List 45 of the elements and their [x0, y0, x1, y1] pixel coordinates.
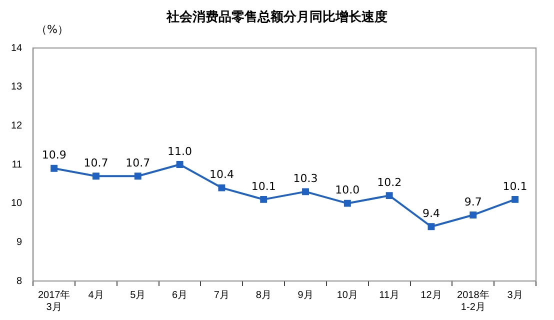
point	[134, 172, 142, 180]
point	[386, 192, 393, 200]
x-tick-label: 2018年 1-2月	[457, 288, 490, 313]
data-label: 10.3	[293, 172, 318, 186]
data-label: 10.2	[377, 176, 402, 189]
x-tick-label: 7月	[214, 290, 230, 301]
data-label: 9.7	[464, 195, 482, 208]
y-axis-title: （%）	[36, 22, 68, 37]
y-tick-label: 10	[11, 198, 23, 210]
point	[512, 196, 519, 203]
point	[470, 212, 477, 218]
x-tick-label: 5月	[130, 290, 146, 301]
y-tick-label: 12	[11, 120, 23, 132]
point	[302, 188, 309, 196]
y-tick-label: 14	[11, 42, 23, 54]
y-tick-label: 13	[11, 82, 23, 93]
data-label: 11.0	[168, 144, 192, 158]
data-label: 9.4	[422, 206, 440, 220]
x-tick-label: 6月	[172, 290, 188, 301]
point	[428, 223, 435, 230]
x-tick-label: 9月	[298, 290, 314, 301]
y-tick-label: 11	[12, 159, 23, 170]
x-tick-label: 12月	[420, 290, 442, 301]
data-label: 10.7	[84, 156, 108, 170]
point	[260, 196, 268, 203]
data-label: 10.7	[126, 156, 150, 170]
point	[92, 172, 100, 180]
data-label: 10.0	[335, 184, 360, 197]
x-tick-label: 2017年 3月	[38, 288, 70, 313]
x-tick-label: 10月	[336, 290, 358, 301]
x-tick-label: 11月	[379, 290, 400, 301]
y-tick-label: 8	[16, 276, 23, 287]
point	[50, 164, 58, 172]
data-label: 10.9	[42, 148, 66, 162]
point	[218, 184, 226, 192]
data-label: 10.1	[251, 180, 276, 193]
chart-title: 社会消费品零售总额分月同比增长速度	[166, 10, 388, 25]
data-label: 10.1	[502, 180, 528, 193]
x-tick-label: 8月	[256, 290, 272, 301]
y-tick-label: 9	[16, 236, 23, 248]
x-tick-label: 4月	[88, 290, 104, 301]
x-tick-label: 3月	[507, 290, 523, 301]
data-label: 10.4	[209, 168, 234, 182]
point	[176, 161, 184, 168]
point	[344, 200, 351, 207]
